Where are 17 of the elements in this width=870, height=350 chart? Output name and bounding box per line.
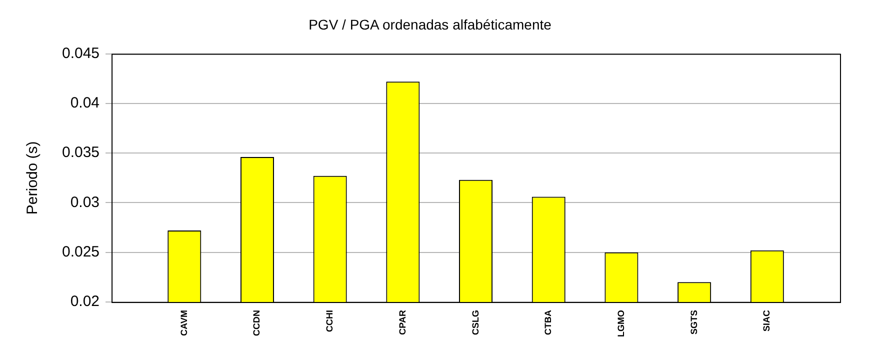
x-tick-label: CCHI bbox=[324, 310, 335, 332]
x-tick-label: LGMO bbox=[616, 310, 626, 338]
y-tick-label: 0.045 bbox=[62, 44, 100, 62]
x-tick-label: SGTS bbox=[688, 310, 699, 335]
x-tick-label: CSLG bbox=[470, 310, 480, 336]
chart-title: PGV / PGA ordenadas alfabéticamente bbox=[308, 16, 552, 32]
y-tick-label: 0.04 bbox=[70, 94, 100, 112]
y-tick-label: 0.03 bbox=[70, 194, 100, 211]
y-axis-title: Periodo (s) bbox=[24, 141, 42, 215]
x-tick-label: CCDN bbox=[252, 310, 262, 336]
y-tick-label: 0.025 bbox=[62, 244, 100, 261]
y-tick-label: 0.035 bbox=[62, 144, 100, 162]
x-tick-label: CAVM bbox=[178, 310, 189, 336]
y-tick-label: 0.02 bbox=[70, 293, 100, 310]
x-tick-label: CPAR bbox=[397, 310, 408, 335]
x-tick-label: SIAC bbox=[762, 310, 772, 332]
x-tick-label: CTBA bbox=[543, 310, 554, 336]
